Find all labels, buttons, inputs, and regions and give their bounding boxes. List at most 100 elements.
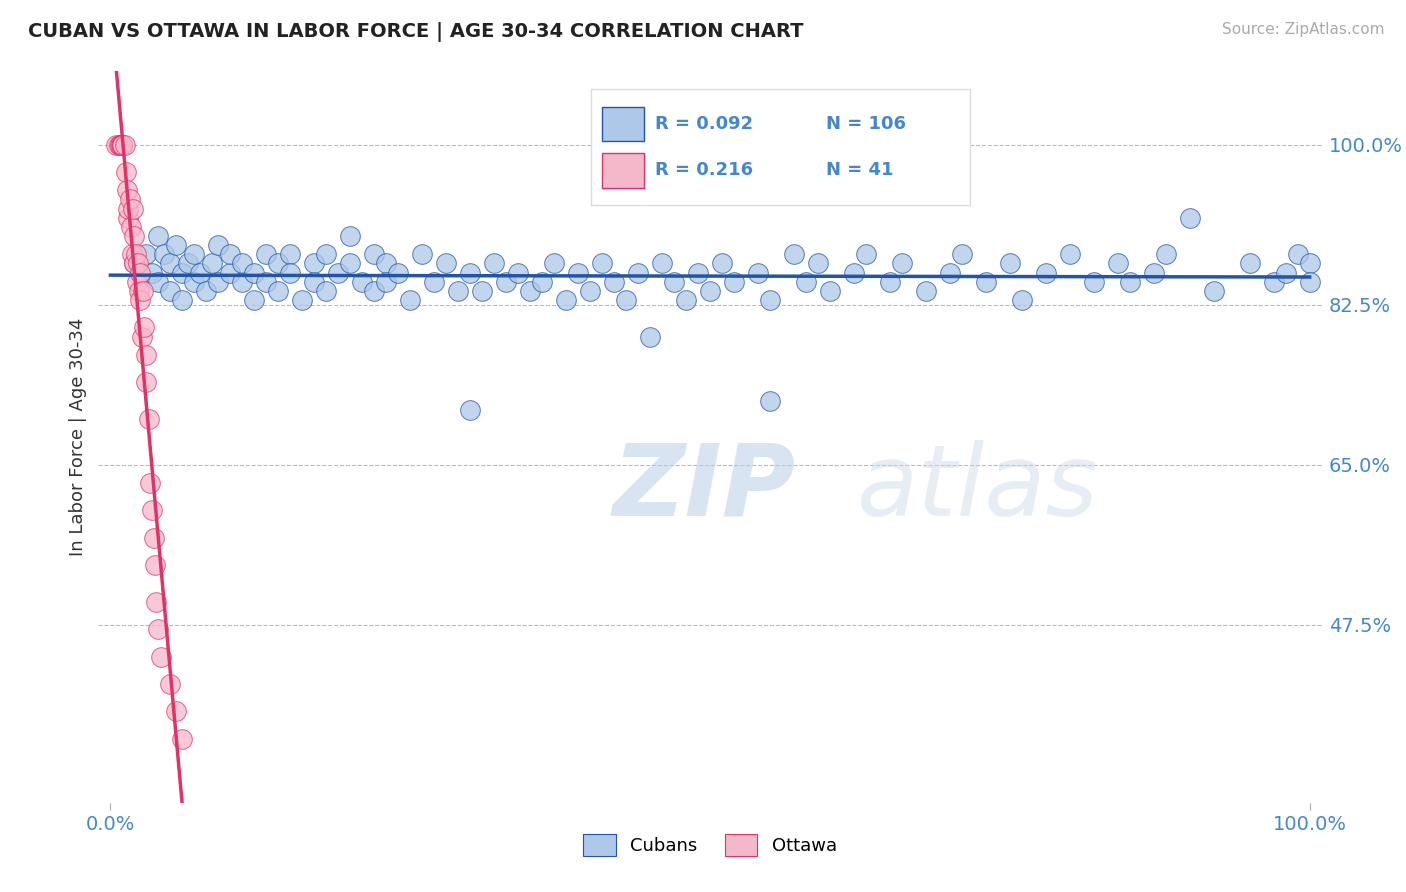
- Point: [143, 558, 166, 573]
- Point: [723, 275, 745, 289]
- Point: [638, 329, 661, 343]
- Point: [118, 193, 141, 207]
- Point: [111, 137, 134, 152]
- Point: [139, 475, 162, 490]
- Point: [879, 275, 901, 289]
- Point: [159, 284, 181, 298]
- Point: [231, 275, 253, 289]
- Point: [482, 256, 505, 270]
- Point: [142, 531, 165, 545]
- FancyBboxPatch shape: [602, 106, 644, 141]
- Point: [458, 402, 481, 417]
- Point: [1178, 211, 1201, 225]
- Point: [128, 284, 150, 298]
- Text: Source: ZipAtlas.com: Source: ZipAtlas.com: [1222, 22, 1385, 37]
- Point: [117, 202, 139, 216]
- Point: [783, 247, 806, 261]
- Point: [129, 293, 152, 307]
- Point: [127, 256, 149, 270]
- Point: [1298, 256, 1320, 270]
- Point: [145, 595, 167, 609]
- Y-axis label: In Labor Force | Age 30-34: In Labor Force | Age 30-34: [69, 318, 87, 557]
- Point: [519, 284, 541, 298]
- Point: [148, 275, 170, 289]
- Point: [1274, 266, 1296, 280]
- Point: [759, 293, 782, 307]
- Point: [1263, 275, 1285, 289]
- Point: [148, 228, 170, 243]
- Point: [219, 247, 242, 261]
- Point: [231, 256, 253, 270]
- Text: ZIP: ZIP: [612, 440, 796, 537]
- Point: [267, 284, 290, 298]
- Point: [339, 256, 361, 270]
- Text: N = 41: N = 41: [825, 161, 893, 179]
- Point: [141, 266, 163, 280]
- FancyBboxPatch shape: [602, 153, 644, 188]
- Point: [651, 256, 673, 270]
- Point: [315, 284, 337, 298]
- Point: [555, 293, 578, 307]
- Point: [131, 329, 153, 343]
- Point: [267, 256, 290, 270]
- Point: [114, 137, 136, 152]
- Point: [159, 256, 181, 270]
- Point: [111, 137, 134, 152]
- Point: [339, 228, 361, 243]
- Point: [1059, 247, 1081, 261]
- Point: [110, 137, 132, 152]
- Point: [172, 293, 194, 307]
- Text: atlas: atlas: [856, 440, 1098, 537]
- Point: [1119, 275, 1142, 289]
- Point: [591, 256, 613, 270]
- Point: [124, 256, 146, 270]
- Point: [1107, 256, 1129, 270]
- Point: [531, 275, 554, 289]
- Text: N = 106: N = 106: [825, 115, 905, 133]
- Point: [328, 266, 350, 280]
- Point: [188, 266, 212, 280]
- Point: [1239, 256, 1261, 270]
- Point: [1202, 284, 1225, 298]
- Point: [375, 275, 398, 289]
- Point: [375, 256, 398, 270]
- Point: [115, 165, 138, 179]
- Point: [315, 247, 337, 261]
- Point: [165, 238, 187, 252]
- Point: [183, 275, 205, 289]
- Point: [111, 137, 134, 152]
- Point: [120, 219, 142, 234]
- Point: [117, 211, 139, 225]
- Point: [132, 320, 155, 334]
- Point: [399, 293, 422, 307]
- Point: [135, 348, 157, 362]
- Point: [998, 256, 1021, 270]
- Text: R = 0.092: R = 0.092: [655, 115, 754, 133]
- Point: [434, 256, 457, 270]
- Point: [124, 247, 146, 261]
- Point: [135, 247, 157, 261]
- Point: [939, 266, 962, 280]
- Point: [747, 266, 769, 280]
- Point: [172, 731, 194, 746]
- Point: [125, 275, 148, 289]
- Point: [1011, 293, 1033, 307]
- Point: [207, 275, 229, 289]
- Point: [148, 622, 170, 636]
- Point: [614, 293, 637, 307]
- Point: [699, 284, 721, 298]
- Point: [165, 705, 187, 719]
- Point: [254, 275, 277, 289]
- Point: [108, 137, 131, 152]
- Point: [1083, 275, 1105, 289]
- Point: [363, 247, 385, 261]
- Point: [153, 247, 176, 261]
- Point: [121, 247, 143, 261]
- Point: [686, 266, 709, 280]
- Point: [243, 266, 266, 280]
- Point: [423, 275, 446, 289]
- Point: [759, 393, 782, 408]
- Point: [662, 275, 685, 289]
- Point: [627, 266, 650, 280]
- Point: [159, 677, 181, 691]
